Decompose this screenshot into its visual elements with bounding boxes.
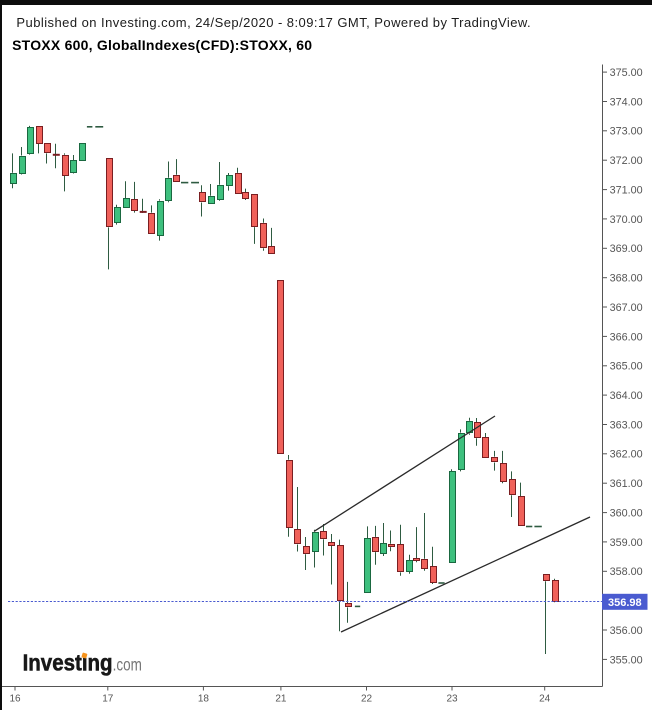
svg-text:364.00: 364.00 <box>610 390 643 402</box>
svg-text:360.00: 360.00 <box>610 508 643 520</box>
svg-text:368.00: 368.00 <box>610 273 643 285</box>
svg-text:362.00: 362.00 <box>610 449 643 461</box>
svg-text:372.00: 372.00 <box>610 155 643 167</box>
svg-text:373.00: 373.00 <box>610 126 643 138</box>
svg-text:356.98: 356.98 <box>608 597 642 609</box>
svg-text:374.00: 374.00 <box>610 96 643 108</box>
svg-text:18: 18 <box>198 694 210 705</box>
svg-text:366.00: 366.00 <box>610 331 643 343</box>
svg-text:375.00: 375.00 <box>610 67 643 79</box>
svg-text:365.00: 365.00 <box>610 361 643 373</box>
svg-text:371.00: 371.00 <box>610 185 643 197</box>
svg-text:22: 22 <box>361 694 373 705</box>
svg-text:24: 24 <box>539 694 551 705</box>
svg-text:23: 23 <box>446 694 458 705</box>
svg-text:16: 16 <box>9 694 21 705</box>
svg-text:21: 21 <box>275 694 287 705</box>
svg-text:369.00: 369.00 <box>610 243 643 255</box>
svg-text:367.00: 367.00 <box>610 302 643 314</box>
svg-text:361.00: 361.00 <box>610 478 643 490</box>
svg-text:355.00: 355.00 <box>610 654 643 666</box>
svg-text:370.00: 370.00 <box>610 214 643 226</box>
svg-text:363.00: 363.00 <box>610 419 643 431</box>
svg-text:359.00: 359.00 <box>610 537 643 549</box>
svg-text:17: 17 <box>102 694 114 705</box>
svg-text:356.00: 356.00 <box>610 625 643 637</box>
svg-text:358.00: 358.00 <box>610 566 643 578</box>
